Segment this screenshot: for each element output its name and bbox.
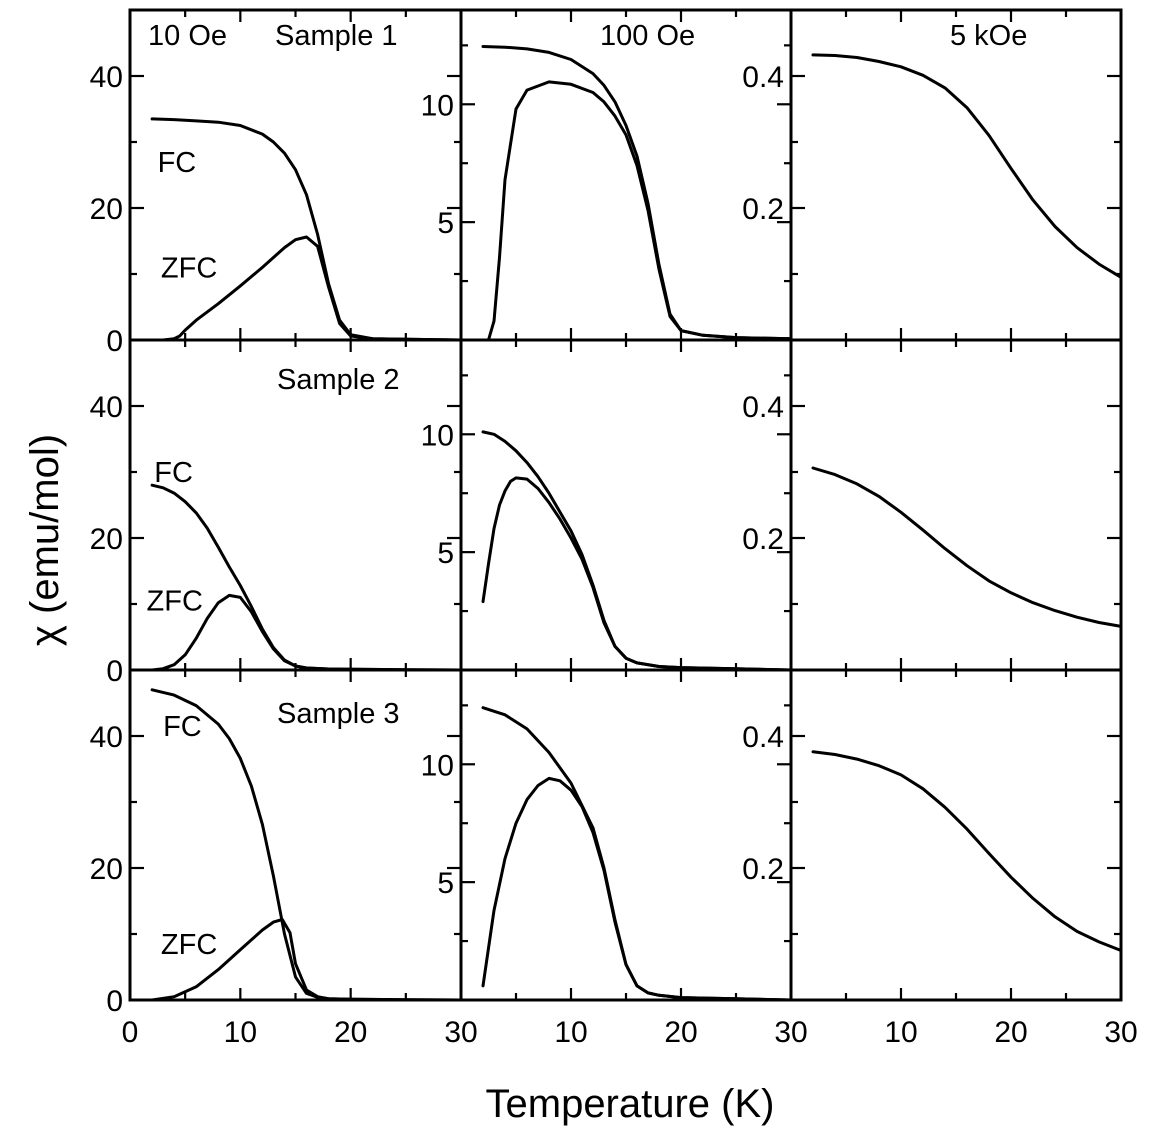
panel-frame bbox=[789, 338, 1123, 672]
series-line-zfc bbox=[481, 776, 793, 1002]
series-line-zfc bbox=[481, 476, 793, 672]
sample-label-3: Sample 3 bbox=[277, 698, 400, 730]
field-label-100-oe: 100 Oe bbox=[600, 20, 695, 52]
field-label-5-koe: 5 kOe bbox=[950, 20, 1027, 52]
y-tick-label: 5 bbox=[437, 207, 454, 240]
x-tick-label: 0 bbox=[122, 1016, 139, 1049]
series-line-fc bbox=[150, 117, 463, 342]
y-tick-label: 20 bbox=[90, 523, 123, 556]
panel-frame bbox=[789, 8, 1123, 342]
x-tick-label: 20 bbox=[334, 1016, 367, 1049]
x-tick-label: 30 bbox=[1104, 1016, 1137, 1049]
y-tick-label: 5 bbox=[437, 867, 454, 900]
series-line-5-koe bbox=[811, 466, 1123, 628]
curve-label-fc: FC bbox=[154, 457, 193, 489]
x-tick-label: 30 bbox=[774, 1016, 807, 1049]
y-tick-label: 5 bbox=[437, 537, 454, 570]
curve-label-zfc: ZFC bbox=[161, 929, 217, 961]
y-tick-label: 0.4 bbox=[742, 61, 784, 94]
series-line-zfc bbox=[150, 235, 463, 342]
y-tick-label: 40 bbox=[90, 721, 123, 754]
x-tick-label: 20 bbox=[664, 1016, 697, 1049]
y-tick-label: 0.4 bbox=[742, 721, 784, 754]
panel-frame bbox=[459, 338, 793, 672]
x-tick-label: 10 bbox=[884, 1016, 917, 1049]
series-line-5-koe bbox=[811, 53, 1123, 279]
sample-label-1: Sample 1 bbox=[275, 20, 398, 52]
y-tick-label: 10 bbox=[421, 749, 454, 782]
y-tick-label: 20 bbox=[90, 193, 123, 226]
x-tick-label: 10 bbox=[224, 1016, 257, 1049]
y-tick-label: 0.2 bbox=[742, 193, 784, 226]
field-label-10-oe: 10 Oe bbox=[148, 20, 227, 52]
y-tick-label: 40 bbox=[90, 61, 123, 94]
series-line-zfc bbox=[481, 80, 793, 342]
y-tick-label: 0 bbox=[106, 655, 123, 688]
curve-label-zfc: ZFC bbox=[147, 586, 203, 618]
panel-frame bbox=[789, 668, 1123, 1002]
sample-label-2: Sample 2 bbox=[277, 364, 400, 396]
chart-marks: 0 20 40 5 10 0.2 0.4 0 20 40 5 10 0.2 0.4 0 20 40 5 10 0.2 0… bbox=[90, 8, 1138, 1049]
y-axis-title: χ (emu/mol) bbox=[23, 434, 67, 646]
y-tick-label: 0.2 bbox=[742, 853, 784, 886]
series-line-fc bbox=[150, 483, 463, 672]
y-tick-label: 0.4 bbox=[742, 391, 784, 424]
y-tick-label: 0 bbox=[106, 325, 123, 358]
series-line-5-koe bbox=[811, 750, 1123, 952]
series-line-zfc bbox=[150, 593, 463, 672]
y-tick-label: 40 bbox=[90, 391, 123, 424]
x-tick-label: 10 bbox=[554, 1016, 587, 1049]
y-tick-label: 10 bbox=[421, 89, 454, 122]
panel-frame bbox=[459, 8, 793, 342]
curve-label-fc: FC bbox=[163, 711, 202, 743]
y-tick-label: 0.2 bbox=[742, 523, 784, 556]
x-axis-title: Temperature (K) bbox=[486, 1082, 775, 1126]
y-tick-label: 10 bbox=[421, 419, 454, 452]
y-tick-label: 20 bbox=[90, 853, 123, 886]
curve-label-zfc: ZFC bbox=[161, 252, 217, 284]
series-line-zfc bbox=[150, 918, 463, 1002]
x-tick-label: 20 bbox=[994, 1016, 1027, 1049]
curve-label-fc: FC bbox=[158, 147, 197, 179]
x-tick-label: 30 bbox=[444, 1016, 477, 1049]
y-tick-label: 0 bbox=[106, 985, 123, 1018]
